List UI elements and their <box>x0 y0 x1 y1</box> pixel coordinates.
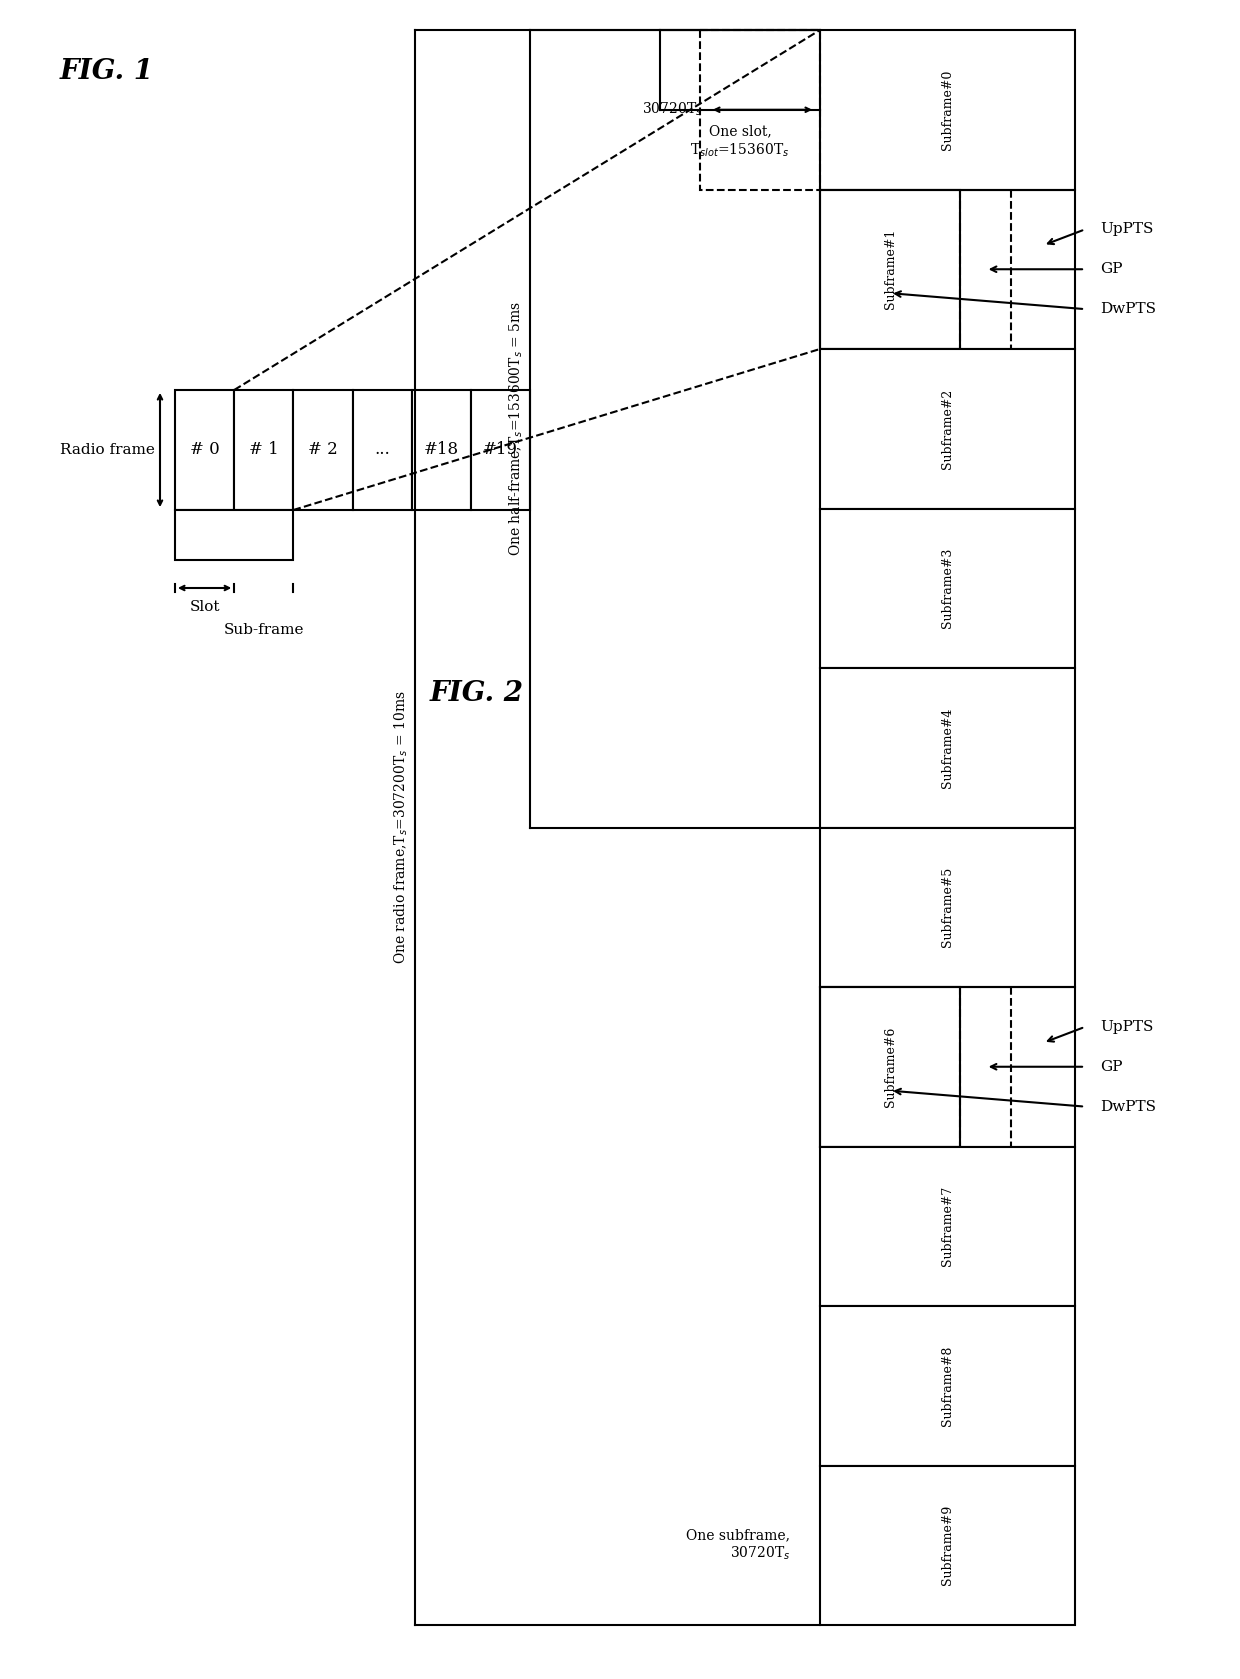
Text: UpPTS: UpPTS <box>1100 1019 1153 1034</box>
Text: Subframe#9: Subframe#9 <box>941 1504 954 1585</box>
Text: One subframe,
30720T$_s$: One subframe, 30720T$_s$ <box>686 1528 790 1561</box>
Text: Subframe#4: Subframe#4 <box>941 707 954 787</box>
Text: #19: #19 <box>482 442 518 458</box>
Text: Subframe#0: Subframe#0 <box>941 69 954 149</box>
Bar <box>820 509 1075 668</box>
Text: Subframe#3: Subframe#3 <box>941 547 954 628</box>
Text: One half-frame,T$_s$=153600T$_s$ = 5ms: One half-frame,T$_s$=153600T$_s$ = 5ms <box>507 301 525 556</box>
Bar <box>820 668 1075 828</box>
Text: GP: GP <box>1100 262 1122 277</box>
Bar <box>175 390 234 510</box>
Text: Slot: Slot <box>190 599 219 615</box>
Text: # 1: # 1 <box>249 442 279 458</box>
Bar <box>234 390 294 510</box>
Text: Subframe#1: Subframe#1 <box>884 228 897 309</box>
Bar <box>701 30 820 190</box>
Text: Subframe#7: Subframe#7 <box>941 1185 954 1266</box>
Bar <box>294 390 352 510</box>
Text: DwPTS: DwPTS <box>1100 1100 1156 1113</box>
Bar <box>352 390 412 510</box>
Bar <box>820 1306 1075 1466</box>
Text: One slot,
T$_{slot}$=15360T$_s$: One slot, T$_{slot}$=15360T$_s$ <box>691 124 790 160</box>
Text: 30720T$_s$: 30720T$_s$ <box>641 101 702 119</box>
Text: DwPTS: DwPTS <box>1100 302 1156 316</box>
Text: UpPTS: UpPTS <box>1100 222 1153 237</box>
Text: #18: #18 <box>424 442 459 458</box>
Bar <box>412 390 471 510</box>
Text: Subframe#5: Subframe#5 <box>941 866 954 947</box>
Text: # 2: # 2 <box>308 442 337 458</box>
Text: GP: GP <box>1100 1059 1122 1075</box>
Bar <box>820 190 1075 349</box>
Bar <box>820 987 960 1147</box>
Text: One radio frame,T$_s$=307200T$_s$ = 10ms: One radio frame,T$_s$=307200T$_s$ = 10ms <box>393 690 410 964</box>
Bar <box>471 390 529 510</box>
Text: Subframe#8: Subframe#8 <box>941 1345 954 1425</box>
Text: Subframe#6: Subframe#6 <box>884 1026 897 1106</box>
Text: FIG. 2: FIG. 2 <box>430 680 525 707</box>
Bar <box>175 510 294 561</box>
Bar <box>820 987 1075 1147</box>
Text: Radio frame: Radio frame <box>60 443 155 457</box>
Bar <box>820 828 1075 987</box>
Bar <box>820 1147 1075 1306</box>
Bar <box>820 349 1075 509</box>
Text: ...: ... <box>374 442 389 458</box>
Bar <box>820 1466 1075 1625</box>
Text: Subframe#2: Subframe#2 <box>941 388 954 468</box>
Bar <box>820 190 960 349</box>
Text: # 0: # 0 <box>190 442 219 458</box>
Text: FIG. 1: FIG. 1 <box>60 59 154 86</box>
Text: Sub-frame: Sub-frame <box>223 623 304 636</box>
Bar <box>820 30 1075 190</box>
